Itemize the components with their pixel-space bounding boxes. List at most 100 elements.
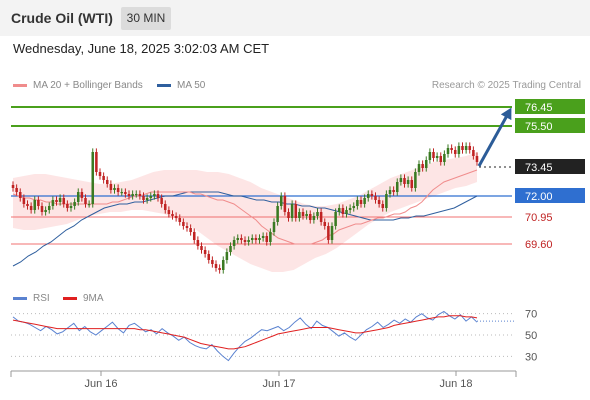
level-label: 72.00 [525, 191, 553, 203]
candle-body [102, 176, 105, 180]
candle-body [91, 152, 95, 204]
candle-body [305, 214, 308, 216]
candle-body [189, 228, 192, 232]
instrument-title: Crude Oil (WTI) [11, 10, 113, 26]
candle-body [200, 246, 203, 250]
candle-body [171, 214, 174, 216]
candle-body [327, 226, 330, 240]
candle-body [33, 200, 37, 210]
level-label: 70.95 [525, 212, 553, 224]
candle-body [356, 200, 359, 206]
candle-body [334, 212, 337, 226]
candle-body [192, 232, 196, 240]
candle-body [337, 208, 341, 212]
legend-label: MA 50 [177, 80, 206, 91]
rsi-tick-label: 50 [525, 330, 537, 342]
legend-swatch [13, 83, 27, 87]
candle-body [316, 212, 319, 216]
candle-body [341, 208, 345, 214]
candle-body [113, 188, 116, 190]
legend-9ma: 9MA [63, 293, 104, 304]
candle-body [385, 194, 388, 208]
candle-body [178, 218, 182, 222]
level-label: 76.45 [525, 102, 553, 114]
candle-body [247, 240, 250, 242]
candle-body [265, 236, 269, 242]
candle-body [124, 192, 127, 194]
candle-body [138, 194, 142, 196]
candle-body [432, 152, 435, 158]
candle-body [149, 196, 153, 198]
level-label: 69.60 [525, 239, 553, 251]
candle-body [287, 212, 290, 218]
candle-body [243, 240, 247, 242]
timeframe-badge[interactable]: 30 MIN [121, 7, 171, 30]
candle-body [182, 222, 185, 226]
candle-body [475, 156, 479, 162]
candle-body [377, 200, 381, 204]
candle-body [58, 198, 62, 202]
candle-body [414, 172, 417, 188]
level-label: 73.45 [525, 162, 553, 174]
rsi-line [12, 310, 478, 362]
candle-body [453, 150, 457, 154]
candle-body [290, 204, 294, 218]
candle-body [406, 180, 410, 184]
candle-body [145, 198, 149, 200]
candle-body [366, 194, 370, 198]
candle-body [443, 154, 446, 162]
legend-label: RSI [33, 293, 50, 304]
legend-swatch [157, 83, 171, 87]
candle-body [11, 185, 15, 188]
candle-body [308, 214, 312, 220]
legend-label: MA 20 + Bollinger Bands [33, 80, 143, 91]
candle-body [218, 268, 221, 270]
candle-body [240, 238, 243, 240]
candle-body [203, 250, 207, 254]
x-tick-label: Jun 16 [84, 378, 117, 390]
candle-body [51, 200, 55, 206]
candle-body [225, 252, 229, 260]
legend-label: 9MA [83, 293, 104, 304]
candle-body [221, 260, 225, 270]
candle-body [167, 210, 171, 214]
legend-ma20-bollinger: MA 20 + Bollinger Bands [13, 80, 143, 91]
header-bar [0, 0, 590, 36]
candle-body [69, 206, 73, 208]
candle-body [156, 194, 160, 198]
candle-body [211, 260, 214, 264]
candle-body [294, 204, 298, 218]
candle-body [142, 196, 145, 200]
candle-body [283, 196, 287, 212]
candle-body [261, 236, 265, 238]
legend-swatch [63, 296, 77, 300]
candle-body [388, 190, 392, 194]
candle-body [312, 216, 316, 220]
candle-body [80, 192, 84, 198]
x-tick-label: Jun 17 [262, 378, 295, 390]
projection-arrow-head [500, 107, 512, 121]
candle-body [87, 204, 91, 206]
candle-body [174, 216, 178, 218]
level-label: 75.50 [525, 121, 553, 133]
candle-body [47, 206, 51, 210]
ma50-line [12, 191, 478, 267]
candle-body [153, 194, 156, 196]
projection-arrow [477, 111, 511, 167]
candle-body [214, 264, 218, 268]
candle-body [22, 198, 26, 204]
candle-body [95, 152, 98, 172]
candle-body [352, 206, 356, 208]
candle-body [363, 198, 366, 204]
candle-body [26, 204, 29, 206]
candle-body [62, 198, 66, 204]
candle-body [163, 204, 167, 210]
legend-rsi: RSI [13, 293, 50, 304]
candle-body [403, 178, 406, 184]
candle-body [323, 222, 327, 226]
candle-body [461, 146, 464, 150]
candle-body [472, 150, 475, 156]
candle-body [424, 160, 428, 168]
candle-body [105, 180, 109, 184]
rsi-tick-label: 30 [525, 351, 537, 363]
